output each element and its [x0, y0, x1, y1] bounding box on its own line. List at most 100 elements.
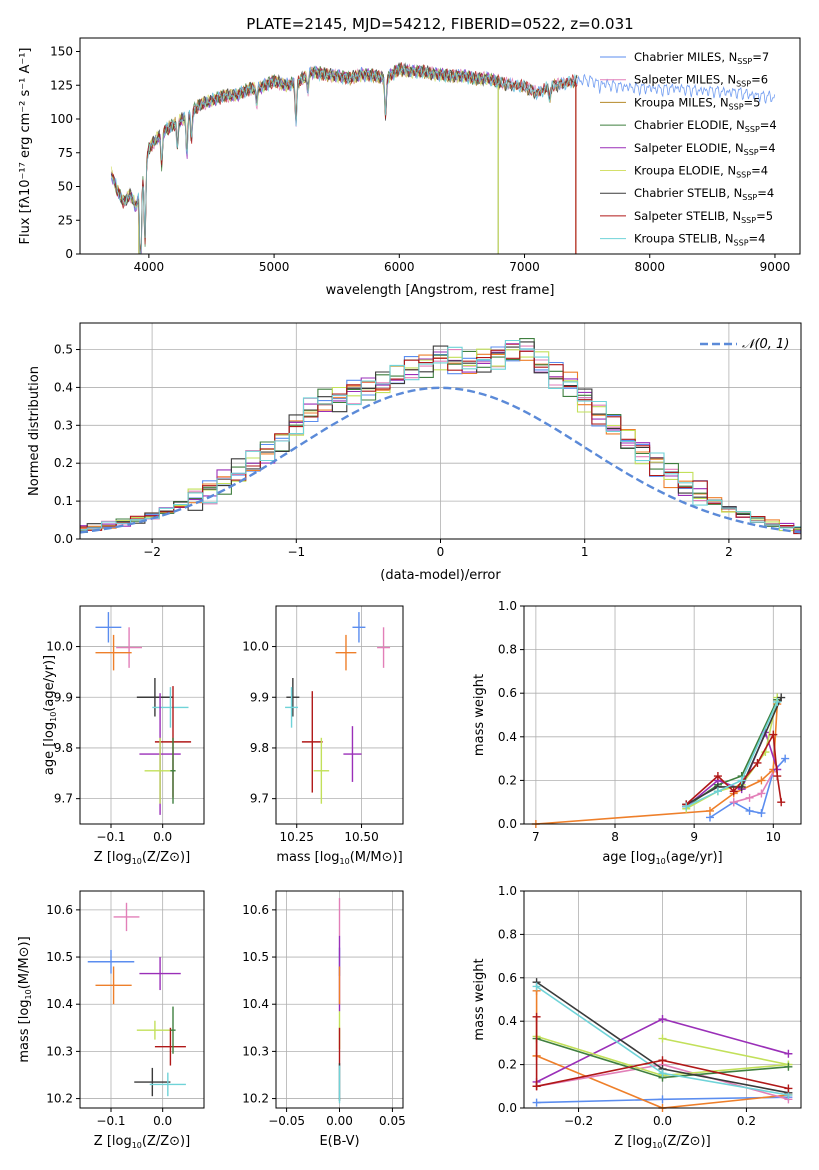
y-tick-label: 125 — [50, 78, 73, 92]
y-tick-label: 10.5 — [242, 950, 269, 964]
y-tick-label: 0.4 — [54, 380, 73, 394]
y-axis-label: Flux [fλ10⁻¹⁷ erg cm⁻² s⁻¹ A⁻¹] — [18, 48, 33, 245]
legend-label: Chabrier MILES, NSSP=7 — [634, 50, 769, 66]
residuals-panel: −2 −1 0 1 2 0.0 0.1 0.2 0.3 0.4 0.5 (data-model)/er… — [27, 322, 802, 583]
axes-frame — [79, 890, 205, 1109]
x-tick-label: 4000 — [134, 260, 165, 274]
y-tick-label: 0.8 — [498, 927, 517, 941]
y-tick-label: 9.9 — [54, 690, 73, 704]
mass-vs-Z-panel: −0.1 0.0 10.2 10.3 10.4 10.5 10.6 Z [log10(Z/Z⊙… — [17, 890, 205, 1150]
weight-marker — [532, 982, 541, 991]
x-axis-label: E(B-V) — [319, 1134, 359, 1149]
weight-marker — [658, 1069, 667, 1078]
weight-marker — [784, 1062, 793, 1071]
x-tick-label: 0 — [437, 545, 445, 559]
axes-frame — [79, 37, 801, 255]
x-tick-label: 0.00 — [326, 1114, 353, 1128]
legend-label: Kroupa MILES, NSSP=5 — [634, 95, 760, 111]
legend-label: Salpeter MILES, NSSP=6 — [634, 73, 768, 89]
weight-marker — [532, 1082, 541, 1091]
y-tick-label: 9.8 — [54, 741, 73, 755]
y-tick-label: 0.6 — [498, 686, 517, 700]
y-axis-label: mass weight — [472, 674, 487, 756]
y-tick-label: 9.7 — [250, 792, 269, 806]
weight-marker — [773, 697, 782, 706]
x-axis-label: wavelength [Angstrom, rest frame] — [326, 283, 555, 298]
legend-label: Salpeter STELIB, NSSP=5 — [634, 209, 773, 225]
weight-marker — [705, 806, 714, 815]
y-tick-label: 0 — [65, 247, 73, 261]
y-tick-label: 25 — [58, 213, 73, 227]
y-tick-label: 10.0 — [242, 640, 269, 654]
x-tick-label: 6000 — [384, 260, 415, 274]
weight-marker — [753, 758, 762, 767]
axes-frame — [523, 605, 802, 825]
y-tick-label: 10.2 — [242, 1092, 269, 1106]
axes-frame — [523, 890, 802, 1109]
x-axis-label: Z [log10(Z/Z⊙)] — [94, 1134, 190, 1150]
spectrum-line — [110, 64, 578, 254]
y-tick-label: 10.5 — [46, 950, 73, 964]
x-tick-label: 0.05 — [379, 1114, 406, 1128]
x-tick-label: 5000 — [259, 260, 290, 274]
age-vs-mass-panel: 10.25 10.50 9.7 9.8 9.9 10.0 mass [log10(M/M⊙)… — [242, 605, 404, 866]
spectrum-panel: 4000 5000 6000 7000 8000 9000 0 25 50 75 100 125 150… — [18, 37, 801, 298]
axes-frame — [79, 605, 205, 825]
weight-marker — [658, 1034, 667, 1043]
x-tick-label: −0.2 — [564, 1114, 593, 1128]
weight-marker — [757, 809, 766, 818]
weight-marker — [713, 787, 722, 796]
weight-marker — [745, 806, 754, 815]
weight-vs-age-panel: 7 8 9 10 0.0 0.2 0.4 0.6 0.8 1.0 age [log10(age/yr… — [472, 599, 802, 866]
histogram-step — [80, 339, 801, 531]
weight-vs-Z-panel: −0.2 0.0 0.2 0.0 0.2 0.4 0.6 0.8 1.0 Z [log10(Z/Z… — [472, 884, 802, 1150]
x-tick-label: 9000 — [760, 260, 791, 274]
x-tick-label: −1 — [287, 545, 305, 559]
weight-line — [733, 771, 775, 803]
weight-marker — [729, 787, 738, 796]
y-tick-label: 0.2 — [54, 456, 73, 470]
weight-marker — [784, 1049, 793, 1058]
legend-label: Chabrier ELODIE, NSSP=4 — [634, 118, 777, 134]
weight-marker — [781, 754, 790, 763]
y-tick-label: 0.0 — [498, 817, 517, 831]
x-axis-label: mass [log10(M/M⊙)] — [276, 850, 402, 866]
legend-label: Chabrier STELIB, NSSP=4 — [634, 186, 774, 202]
y-axis-label: mass [log10(M/M⊙)] — [17, 936, 33, 1062]
weight-marker — [737, 776, 746, 785]
y-tick-label: 0.1 — [54, 494, 73, 508]
x-tick-label: 10.25 — [280, 830, 314, 844]
x-tick-label: −2 — [143, 545, 161, 559]
x-tick-label: 0.0 — [153, 1114, 172, 1128]
normal-curve — [79, 386, 802, 534]
y-tick-label: 10.3 — [242, 1044, 269, 1058]
weight-marker — [769, 730, 778, 739]
y-tick-label: 100 — [50, 112, 73, 126]
x-tick-label: 2 — [725, 545, 733, 559]
y-tick-label: 9.7 — [54, 792, 73, 806]
x-tick-label: 8 — [611, 830, 619, 844]
y-tick-label: 10.4 — [242, 997, 269, 1011]
x-tick-label: −0.1 — [96, 830, 125, 844]
y-tick-label: 0.8 — [498, 643, 517, 657]
histogram-step — [80, 348, 801, 532]
x-tick-label: 1 — [581, 545, 589, 559]
y-tick-label: 10.3 — [46, 1044, 73, 1058]
y-tick-label: 0.2 — [498, 1058, 517, 1072]
x-tick-label: 7000 — [509, 260, 540, 274]
legend-label: Salpeter ELODIE, NSSP=4 — [634, 141, 776, 157]
weight-marker — [777, 798, 786, 807]
weight-marker — [757, 789, 766, 798]
age-vs-Z-panel: −0.1 0.0 9.7 9.8 9.9 10.0 Z [log10(Z/Z⊙)] age [… — [42, 605, 205, 866]
x-axis-label: (data-model)/error — [380, 568, 501, 583]
weight-marker — [713, 772, 722, 781]
x-tick-label: 8000 — [634, 260, 665, 274]
x-tick-label: 0.0 — [153, 830, 172, 844]
x-axis-label: Z [log10(Z/Z⊙)] — [94, 850, 190, 866]
y-axis-label: age [log10(age/yr)] — [42, 655, 58, 775]
x-tick-label: 10 — [766, 830, 781, 844]
y-tick-label: 0.0 — [498, 1101, 517, 1115]
y-tick-label: 0.5 — [54, 343, 73, 357]
y-tick-label: 1.0 — [498, 599, 517, 613]
